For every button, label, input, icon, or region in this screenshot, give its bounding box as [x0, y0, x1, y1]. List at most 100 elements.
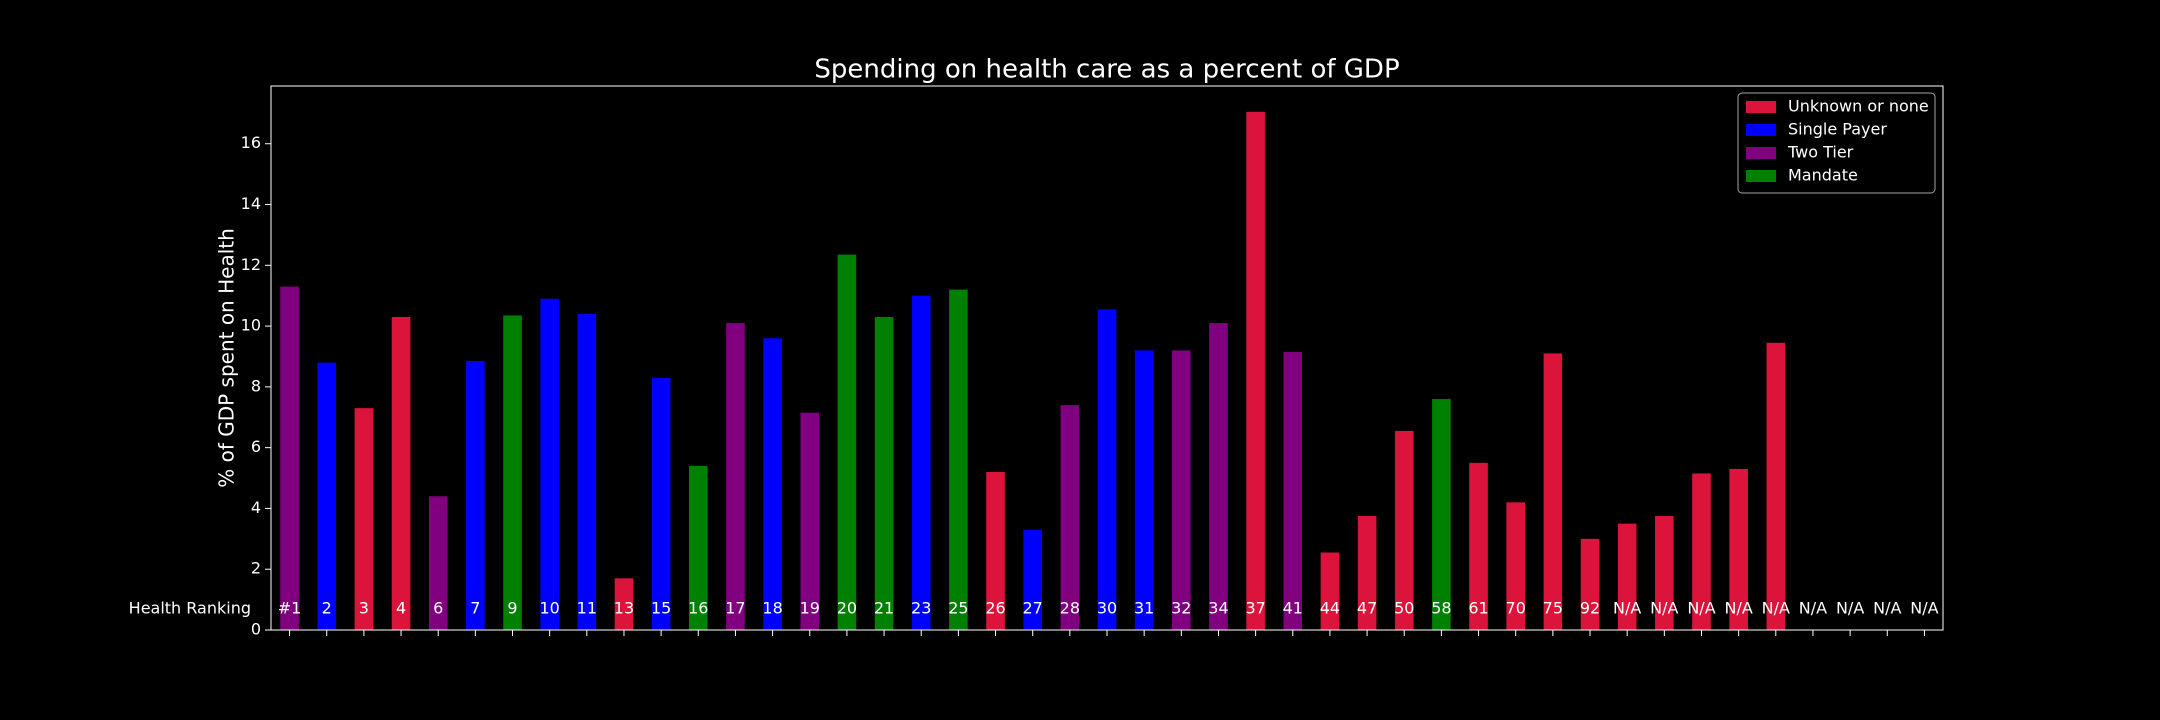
bar — [1617, 523, 1637, 630]
bar — [1506, 502, 1525, 630]
chart-title: Spending on health care as a percent of … — [814, 55, 1399, 85]
bar — [1580, 538, 1600, 630]
legend-swatch — [1746, 124, 1776, 136]
bar — [1692, 473, 1711, 630]
legend-label: Two Tier — [1787, 143, 1854, 162]
ranking-label: 34 — [1208, 599, 1228, 618]
ranking-label: 37 — [1245, 599, 1265, 618]
y-tick-label: 16 — [241, 133, 261, 152]
bar — [986, 471, 1005, 630]
y-tick-label: 2 — [251, 559, 261, 578]
bar — [1469, 462, 1488, 630]
ranking-label: 7 — [470, 599, 480, 618]
ranking-label: 11 — [577, 599, 597, 618]
ranking-label: 26 — [985, 599, 1005, 618]
ranking-label: 17 — [725, 599, 745, 618]
bar — [1432, 399, 1451, 630]
bar — [949, 289, 968, 630]
bar — [466, 361, 485, 630]
bar — [1729, 468, 1748, 630]
bar — [1060, 405, 1080, 630]
y-tick-label: 14 — [241, 194, 261, 213]
ranking-label: 25 — [948, 599, 968, 618]
ranking-label: N/A — [1687, 599, 1715, 618]
bar — [726, 323, 745, 630]
ranking-label: 2 — [322, 599, 332, 618]
legend-box — [1737, 92, 1936, 194]
ranking-label: 23 — [911, 599, 931, 618]
ranking-label: 30 — [1097, 599, 1117, 618]
y-axis-label: % of GDP spent on Health — [215, 228, 239, 488]
ranking-label: 9 — [507, 599, 517, 618]
legend-swatch — [1746, 101, 1776, 113]
ranking-label: 44 — [1320, 599, 1340, 618]
bar — [837, 254, 857, 630]
legend-swatch — [1746, 147, 1776, 159]
ranking-label: N/A — [1873, 599, 1901, 618]
ranking-label: 4 — [396, 599, 406, 618]
ranking-label: 92 — [1580, 599, 1600, 618]
ranking-label: 19 — [800, 599, 820, 618]
ranking-label: #1 — [278, 599, 302, 618]
bar — [1655, 516, 1674, 630]
bar — [1097, 309, 1117, 630]
bar — [577, 313, 597, 630]
bar — [1023, 529, 1042, 630]
y-tick-label: 4 — [251, 498, 261, 517]
bar — [1543, 353, 1563, 630]
bar — [800, 412, 820, 630]
bar — [1320, 552, 1340, 630]
y-tick-label: 12 — [241, 255, 261, 274]
ranking-label: 58 — [1431, 599, 1451, 618]
bar — [763, 338, 782, 630]
bar — [1172, 350, 1191, 630]
ranking-label: 27 — [1023, 599, 1043, 618]
ranking-label: N/A — [1836, 599, 1864, 618]
ranking-label: 47 — [1357, 599, 1377, 618]
ranking-label: 16 — [688, 599, 708, 618]
ranking-label: 10 — [539, 599, 559, 618]
ranking-label: 18 — [762, 599, 782, 618]
ranking-label: 15 — [651, 599, 671, 618]
bar — [317, 362, 337, 630]
ranking-label: 70 — [1506, 599, 1526, 618]
bar — [1357, 516, 1377, 630]
bar — [1246, 111, 1265, 631]
bar — [1283, 351, 1303, 630]
bar — [428, 496, 448, 630]
bar — [354, 408, 374, 630]
ranking-label: 28 — [1060, 599, 1080, 618]
bar — [1394, 430, 1414, 630]
bar — [614, 578, 634, 630]
ranking-label: Health Ranking — [129, 599, 251, 618]
ranking-label: N/A — [1799, 599, 1827, 618]
ranking-label: N/A — [1762, 599, 1790, 618]
bar — [689, 465, 708, 630]
y-tick-label: 8 — [251, 376, 261, 395]
bar — [874, 316, 894, 630]
ranking-label: N/A — [1613, 599, 1641, 618]
legend-label: Mandate — [1788, 166, 1858, 185]
bar — [1209, 323, 1228, 630]
ranking-label: 75 — [1543, 599, 1563, 618]
legend-label: Single Payer — [1788, 120, 1887, 139]
legend-label: Unknown or none — [1788, 97, 1929, 116]
bar — [1134, 350, 1154, 630]
ranking-label: N/A — [1910, 599, 1938, 618]
ranking-label: 31 — [1134, 599, 1154, 618]
ranking-label: 20 — [837, 599, 857, 618]
legend-swatch — [1746, 170, 1776, 182]
ranking-label: 61 — [1468, 599, 1488, 618]
ranking-label: 3 — [359, 599, 369, 618]
plot-frame — [270, 85, 1944, 631]
ranking-label: 32 — [1171, 599, 1191, 618]
y-tick-label: 10 — [241, 316, 261, 335]
ranking-label: 6 — [433, 599, 443, 618]
bar — [651, 377, 671, 630]
ranking-label: N/A — [1650, 599, 1678, 618]
y-tick-label: 0 — [251, 620, 261, 639]
bar — [540, 298, 559, 630]
ranking-label: 50 — [1394, 599, 1414, 618]
ranking-label: 13 — [614, 599, 634, 618]
y-tick-label: 6 — [251, 437, 261, 456]
